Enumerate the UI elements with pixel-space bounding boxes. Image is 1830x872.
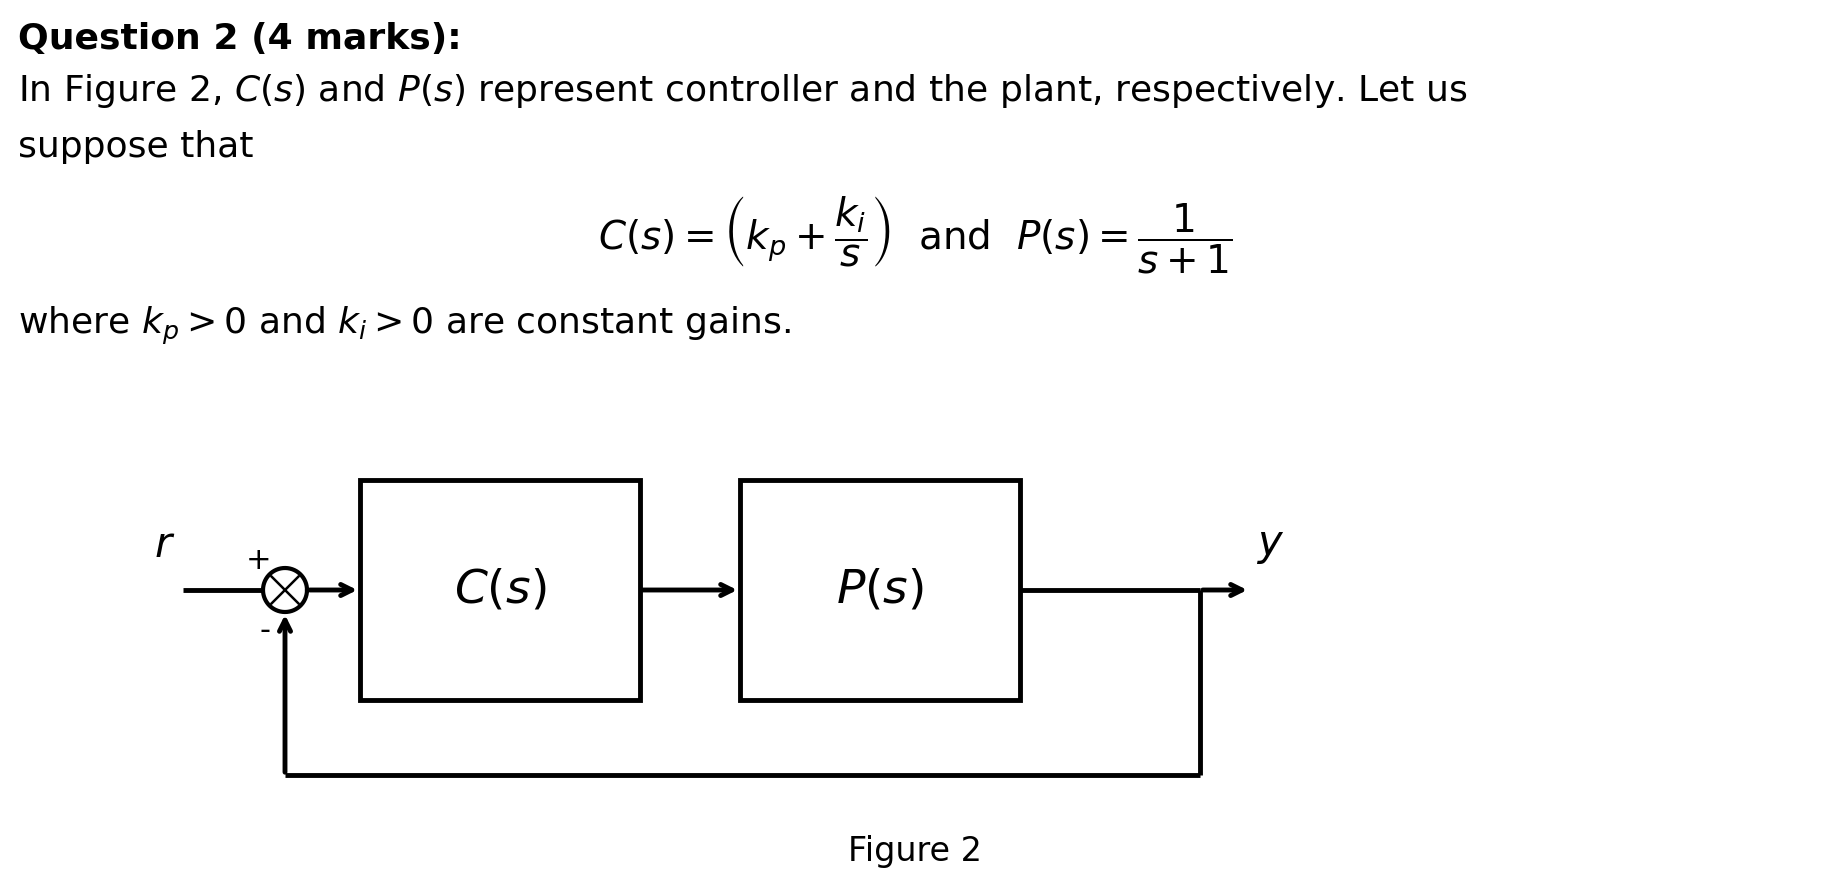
Text: +: + [247, 546, 273, 575]
Text: -: - [260, 616, 271, 644]
Bar [739, 480, 1019, 700]
Bar [361, 480, 640, 700]
Text: $y$: $y$ [1255, 524, 1285, 566]
Text: Question 2 (4 marks):: Question 2 (4 marks): [18, 22, 461, 56]
Text: $C(s)$: $C(s)$ [454, 568, 545, 612]
Text: Figure 2: Figure 2 [847, 835, 983, 868]
Text: suppose that: suppose that [18, 130, 254, 164]
Text: $P(s)$: $P(s)$ [836, 568, 924, 612]
Text: $r$: $r$ [154, 524, 176, 566]
Text: where $k_p > 0$ and $k_i > 0$ are constant gains.: where $k_p > 0$ and $k_i > 0$ are consta… [18, 305, 791, 347]
Text: In Figure 2, $C(s)$ and $P(s)$ represent controller and the plant, respectively.: In Figure 2, $C(s)$ and $P(s)$ represent… [18, 72, 1468, 110]
Text: $C(s) = \left(k_p + \dfrac{k_i}{s}\right)$  and  $P(s) = \dfrac{1}{s+1}$: $C(s) = \left(k_p + \dfrac{k_i}{s}\right… [598, 195, 1232, 276]
